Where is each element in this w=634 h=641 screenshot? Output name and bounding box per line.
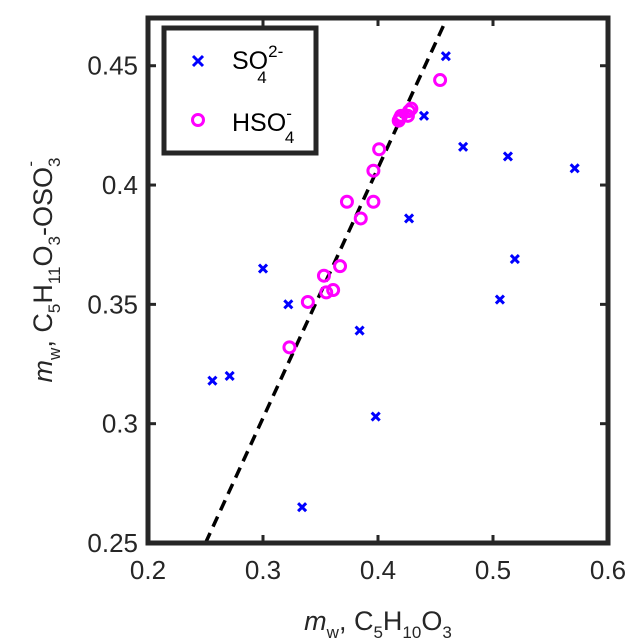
x-tick-label-2: 0.4 [360, 555, 396, 585]
point-so4-8 [418, 110, 430, 121]
point-hso4-15 [402, 104, 417, 119]
point-so4-0 [207, 375, 218, 386]
legend-label-so4: SO2-4 [232, 42, 283, 87]
point-hso4-8 [366, 194, 381, 209]
point-so4-5 [354, 325, 365, 336]
y-tick-label-4: 0.45 [87, 51, 138, 81]
point-hso4-0 [282, 340, 297, 355]
chart-marks [203, 18, 580, 543]
point-hso4-3 [319, 285, 334, 300]
x-tick-label-1: 0.3 [245, 555, 281, 585]
y-tick-label-3: 0.4 [102, 170, 138, 200]
legend-label-hso4: HSO-4 [232, 104, 294, 147]
legend-box [161, 25, 319, 156]
point-hso4-5 [333, 259, 348, 274]
point-so4-1 [224, 370, 235, 382]
legend-marker-hso4 [191, 113, 205, 127]
x-axis-label: mw, C5H10O3 [304, 606, 452, 641]
point-so4-14 [569, 163, 580, 174]
point-hso4-9 [366, 163, 381, 178]
y-tick-label-2: 0.35 [87, 289, 138, 319]
legend: SO2-4 HSO-4 [161, 25, 319, 156]
y-axis-label: mw, C5H11O3-OSO3- [21, 158, 64, 383]
x-tick-label-4: 0.6 [590, 555, 626, 585]
point-so4-6 [370, 411, 381, 422]
y-tick-label-0: 0.25 [87, 528, 138, 558]
point-hso4-6 [339, 194, 354, 209]
legend-marker-so4 [191, 54, 205, 68]
point-so4-4 [297, 502, 308, 513]
point-so4-7 [403, 213, 415, 224]
point-hso4-10 [372, 142, 387, 157]
point-so4-3 [283, 299, 294, 310]
point-hso4-1 [300, 294, 315, 309]
point-hso4-17 [433, 73, 448, 88]
point-so4-11 [494, 294, 505, 305]
point-so4-10 [458, 141, 469, 152]
point-hso4-16 [404, 101, 419, 116]
point-hso4-4 [326, 283, 341, 298]
point-hso4-2 [316, 268, 331, 283]
point-so4-13 [509, 253, 520, 265]
x-tick-label-3: 0.5 [475, 555, 511, 585]
tick-marks: 0.2 0.3 0.4 0.5 0.6 0.25 0.3 0.35 0.4 0.45 [87, 18, 626, 585]
point-so4-12 [502, 151, 514, 162]
y-tick-label-1: 0.3 [102, 409, 138, 439]
point-so4-2 [257, 263, 269, 274]
point-hso4-7 [353, 211, 368, 226]
point-so4-9 [440, 51, 451, 62]
x-tick-label-0: 0.2 [130, 555, 166, 585]
